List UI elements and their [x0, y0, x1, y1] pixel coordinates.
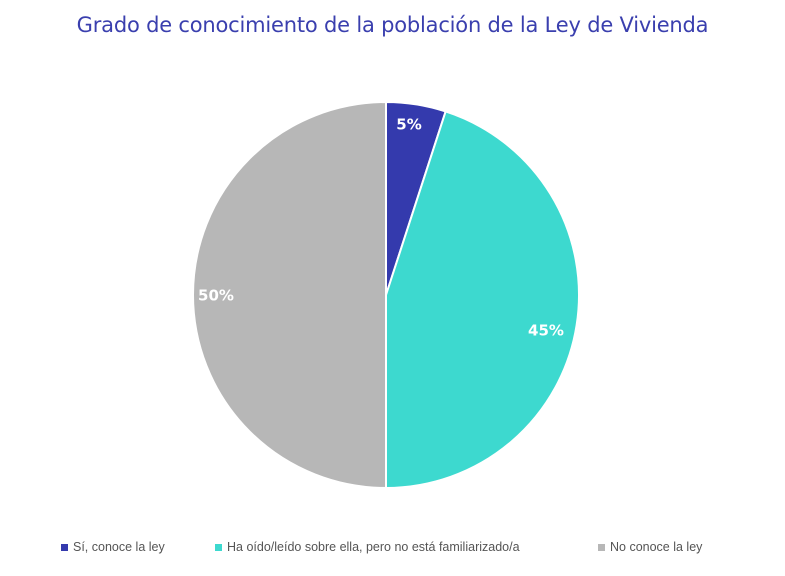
chart-legend: Sí, conoce la ley Ha oído/leído sobre el… — [0, 540, 785, 560]
chart-title: Grado de conocimiento de la población de… — [76, 13, 709, 37]
legend-swatch — [61, 543, 68, 551]
legend-item-si-conoce: Sí, conoce la ley — [61, 540, 165, 554]
legend-item-ha-oido: Ha oído/leído sobre ella, pero no está f… — [215, 540, 520, 554]
slice-data-label: 5% — [396, 116, 421, 134]
legend-swatch — [598, 543, 605, 551]
legend-item-no-conoce: No conoce la ley — [598, 540, 702, 554]
pie-slice — [385, 110, 580, 490]
slice-data-label: 50% — [198, 287, 234, 305]
slice-data-label: 45% — [528, 322, 564, 340]
pie-slice — [192, 100, 387, 490]
legend-swatch — [215, 543, 222, 551]
legend-label: Sí, conoce la ley — [73, 540, 165, 554]
legend-label: No conoce la ley — [610, 540, 703, 554]
legend-label: Ha oído/leído sobre ella, pero no está f… — [227, 540, 520, 554]
